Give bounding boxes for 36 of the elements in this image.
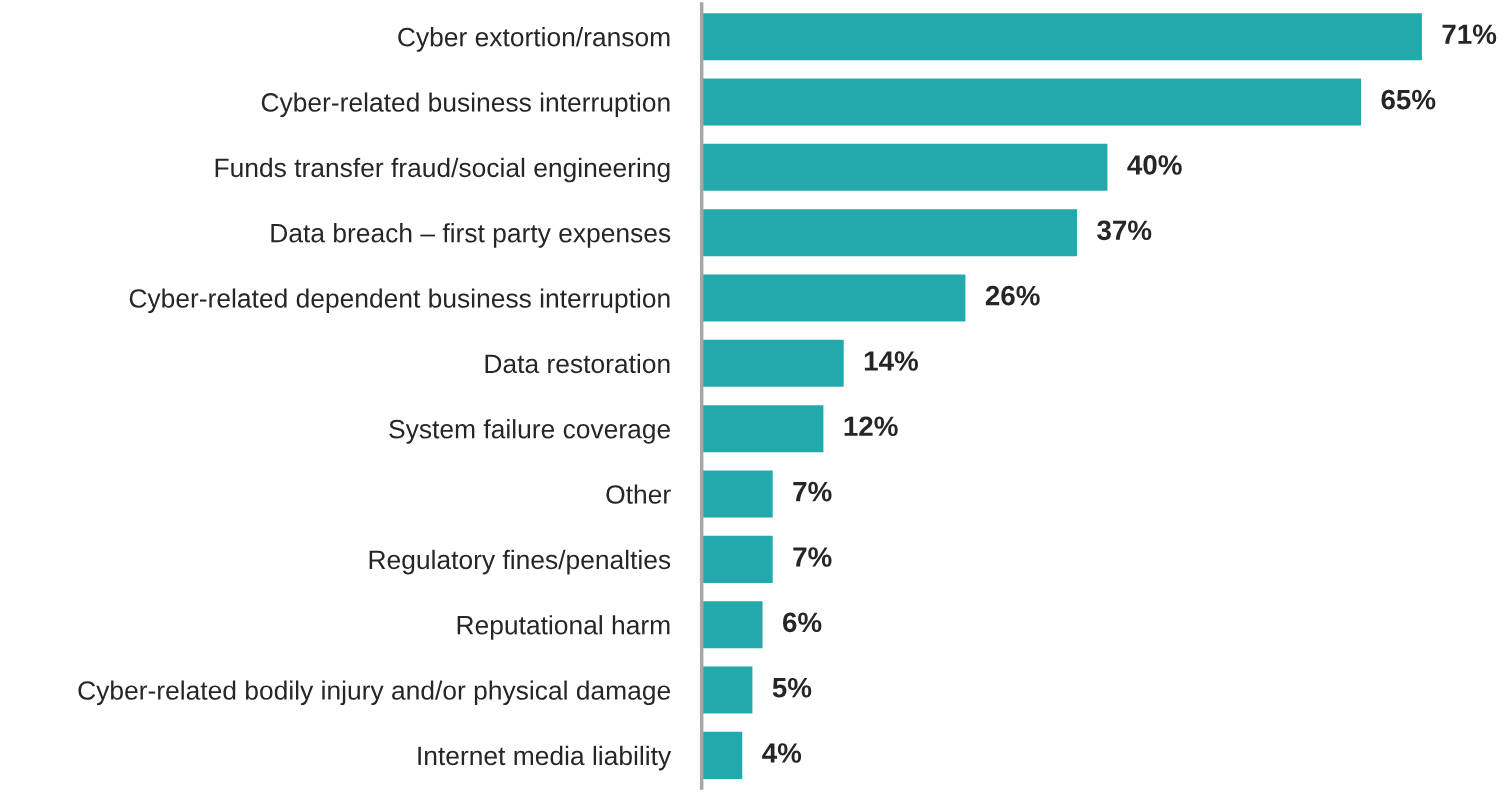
y-tick-label: Reputational harm — [457, 615, 670, 640]
data-label: 71% — [1442, 24, 1497, 45]
data-label: 14% — [864, 351, 919, 371]
data-label: 65% — [1381, 89, 1436, 110]
data-label: 26% — [985, 285, 1040, 306]
data-label: 37% — [1097, 220, 1152, 241]
bar — [701, 78, 1362, 126]
data-label: 12% — [844, 416, 898, 437]
data-label: 4% — [762, 743, 802, 763]
bar — [701, 470, 773, 518]
y-tick-label: Data restoration — [485, 353, 670, 374]
bar — [701, 274, 966, 322]
bar — [701, 535, 773, 583]
bar — [701, 339, 844, 387]
y-tick-label: Data breach – first party expenses — [271, 223, 671, 248]
bar — [701, 13, 1422, 61]
y-tick-label: Internet media liability — [418, 745, 672, 771]
y-tick-label: Cyber-related dependent business interruption — [129, 288, 670, 314]
bar — [701, 731, 743, 779]
data-label: 5% — [772, 677, 812, 698]
y-tick-label: Regulatory fines/penalties — [369, 549, 671, 575]
data-label: 7% — [793, 481, 832, 502]
bar — [701, 666, 753, 714]
data-label: 6% — [783, 612, 822, 633]
y-tick-label: Funds transfer fraud/social engineering — [215, 157, 670, 183]
y-tick-label: Cyber extortion/ransom — [398, 27, 670, 52]
data-label: 40% — [1127, 155, 1182, 175]
y-tick-label: System failure coverage — [389, 419, 670, 444]
y-tick-label: Other — [606, 484, 671, 504]
bar — [701, 209, 1077, 257]
data-label: 7% — [793, 547, 832, 567]
bar — [701, 601, 763, 649]
y-tick-label: Cyber-related business interruption — [261, 92, 670, 118]
bar — [701, 405, 824, 453]
bar — [701, 143, 1108, 191]
y-tick-label: Cyber-related bodily injury and/or physical damage — [78, 680, 670, 706]
